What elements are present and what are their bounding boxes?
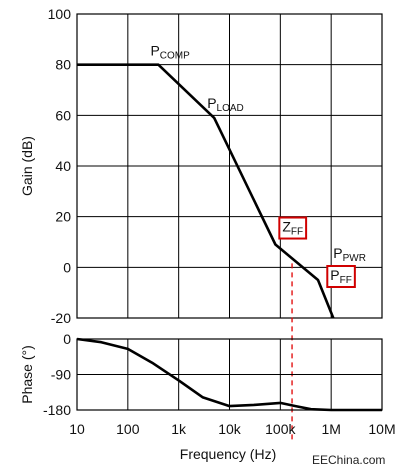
gain-y-tick-label: 100 — [48, 6, 72, 22]
phase-y-tick-label: 0 — [63, 331, 71, 347]
x-tick-label: 1M — [321, 421, 340, 437]
annotation-subscript: LOAD — [217, 103, 244, 114]
annotation-text: ZFF — [282, 219, 303, 238]
x-axis-label: Frequency (Hz) — [180, 446, 276, 462]
annotation-pcomp: PCOMP — [150, 43, 190, 62]
annotation-main: P — [150, 43, 159, 59]
watermark: EEChina.com — [312, 453, 385, 467]
annotation-box — [326, 265, 356, 288]
gain-plot-frame — [76, 13, 383, 319]
gain-y-tick-label: 40 — [55, 158, 71, 174]
gain-y-tick-label: -20 — [51, 310, 71, 326]
annotation-box — [278, 216, 308, 240]
x-tick-label: 100k — [265, 421, 296, 437]
x-tick-label: 1k — [171, 421, 187, 437]
phase-y-axis-label: Phase (°) — [19, 345, 35, 404]
x-tick-label: 10 — [69, 421, 85, 437]
x-tick-label: 10M — [368, 421, 395, 437]
gain-curve — [77, 63, 335, 319]
annotation-text: PPWR — [333, 245, 366, 264]
annotation-zff: ZFF — [278, 216, 308, 240]
gain-panel: 100806040200-20PCOMPPLOADZFFPPWRPFFGain … — [19, 6, 383, 442]
annotation-subscript: FF — [340, 275, 352, 286]
annotation-main: P — [207, 95, 216, 111]
gain-y-tick-label: 80 — [55, 57, 71, 73]
annotation-pload: PLOAD — [207, 95, 244, 114]
annotation-text: PFF — [330, 267, 352, 286]
gain-y-tick-label: 0 — [63, 259, 71, 275]
phase-y-tick-label: -180 — [43, 402, 71, 418]
annotation-ppwr: PPWR — [333, 245, 366, 264]
gain-y-tick-label: 20 — [55, 209, 71, 225]
phase-plot-frame — [76, 338, 383, 411]
annotation-text: PCOMP — [150, 43, 190, 62]
annotation-main: Z — [282, 219, 291, 235]
x-tick-label: 10k — [218, 421, 242, 437]
annotation-subscript: FF — [291, 227, 303, 238]
annotation-subscript: PWR — [343, 253, 366, 264]
annotation-subscript: COMP — [160, 51, 190, 62]
annotation-main: P — [333, 245, 342, 261]
annotation-text: PLOAD — [207, 95, 244, 114]
phase-y-tick-label: -90 — [51, 367, 71, 383]
phase-curve — [76, 337, 382, 412]
x-tick-label: 100 — [116, 421, 140, 437]
annotation-main: P — [330, 267, 339, 283]
gain-y-tick-label: 60 — [55, 107, 71, 123]
gain-y-axis-label: Gain (dB) — [19, 136, 35, 196]
annotation-pff: PFF — [326, 265, 356, 288]
phase-panel: 10 100 1k 10k 100k 1M 10M 0 -90 -180 Phase (°) — [19, 331, 396, 437]
